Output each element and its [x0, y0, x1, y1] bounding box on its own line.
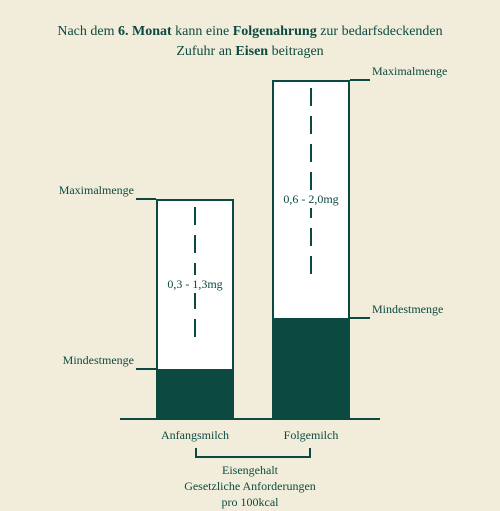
- x-axis-caption: Eisengehalt Gesetzliche Anforderungen pr…: [0, 462, 500, 511]
- bar-label-folgemilch: Folgemilch: [261, 428, 361, 443]
- leader-line: [350, 79, 370, 81]
- callout-min-right: Mindestmenge: [372, 302, 443, 317]
- chart-area: 0,3 - 1,3mg 0,6 - 2,0mg: [120, 80, 380, 420]
- title-bold-2: Folgenahrung: [233, 24, 317, 39]
- bar-label-anfangsmilch: Anfangsmilch: [145, 428, 245, 443]
- bar-fill: [274, 318, 348, 420]
- title-text: kann eine: [172, 24, 233, 39]
- caption-line: Eisengehalt: [222, 463, 278, 477]
- title-bold-1: 6. Monat: [118, 24, 172, 39]
- caption-line: Gesetzliche Anforderungen: [184, 479, 316, 493]
- caption-line: pro 100kcal: [222, 495, 279, 509]
- bar-anfangsmilch: 0,3 - 1,3mg: [156, 199, 234, 420]
- callout-max-right: Maximalmenge: [372, 64, 447, 79]
- leader-line: [136, 368, 156, 370]
- bar-range-label: 0,6 - 2,0mg: [274, 190, 348, 208]
- title-bold-3: Eisen: [235, 44, 268, 59]
- leader-line: [136, 198, 156, 200]
- infographic-canvas: Nach dem 6. Monat kann eine Folgenahrung…: [0, 0, 500, 500]
- title-text: beitragen: [268, 44, 324, 59]
- bar-range-label: 0,3 - 1,3mg: [158, 275, 232, 293]
- x-axis-bracket: [195, 448, 311, 458]
- leader-line: [350, 317, 370, 319]
- title: Nach dem 6. Monat kann eine Folgenahrung…: [0, 22, 500, 61]
- callout-max-left: Maximalmenge: [59, 183, 134, 198]
- bar-folgemilch: 0,6 - 2,0mg: [272, 80, 350, 420]
- callout-min-left: Mindestmenge: [63, 353, 134, 368]
- bar-fill: [158, 369, 232, 420]
- title-text: Nach dem: [57, 24, 118, 39]
